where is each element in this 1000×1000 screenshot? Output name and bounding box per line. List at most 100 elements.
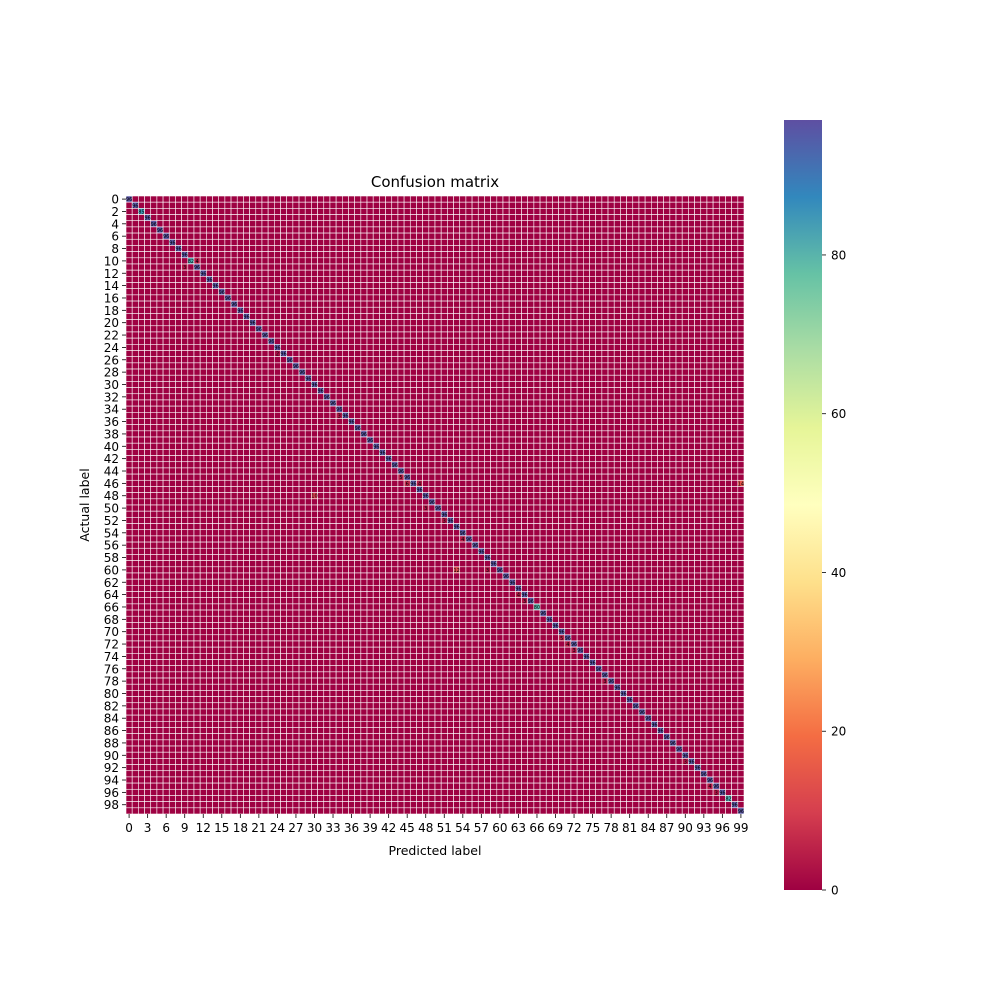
heatmap-cell [409, 455, 417, 463]
heatmap-cell [304, 245, 312, 252]
heatmap-cell [249, 195, 257, 203]
heatmap-cell [669, 226, 677, 234]
heatmap-cell [385, 486, 393, 493]
heatmap-cell [125, 393, 133, 401]
heatmap-cell [688, 498, 695, 506]
heatmap-cell [391, 294, 399, 302]
heatmap-cell [224, 325, 232, 333]
heatmap-cell [706, 263, 714, 271]
heatmap-cell [508, 282, 516, 289]
heatmap-cell [360, 442, 368, 450]
heatmap-cell [545, 424, 553, 432]
heatmap-cell [261, 368, 269, 376]
heatmap-cell [613, 282, 621, 289]
heatmap-cell [267, 399, 275, 407]
heatmap-cell [712, 300, 720, 308]
heatmap-cell [669, 473, 677, 481]
heatmap-cell [650, 381, 658, 388]
heatmap-cell [131, 374, 139, 382]
heatmap-cell [620, 201, 627, 209]
heatmap-cell [558, 374, 566, 382]
heatmap-cell [669, 393, 677, 401]
heatmap-cell [206, 257, 213, 265]
heatmap-cell [453, 411, 461, 419]
heatmap-cell [613, 251, 621, 259]
heatmap-cell [422, 473, 430, 481]
heatmap-cell [576, 442, 584, 450]
heatmap-cell [286, 263, 294, 271]
heatmap-cell [447, 269, 454, 277]
heatmap-cell [397, 232, 405, 240]
heatmap-cell [409, 288, 417, 296]
heatmap-cell [255, 344, 263, 351]
heatmap-cell [626, 276, 634, 283]
heatmap-cell [360, 449, 368, 456]
heatmap-cell [422, 319, 430, 327]
heatmap-cell [261, 492, 269, 500]
heatmap-cell [459, 214, 467, 222]
heatmap-cell [706, 479, 714, 487]
heatmap-cell [477, 208, 485, 215]
heatmap-cell [255, 226, 263, 234]
heatmap-cell [212, 232, 220, 240]
heatmap-cell [341, 319, 349, 327]
heatmap-cell [552, 498, 559, 506]
heatmap-cell [490, 232, 498, 240]
heatmap-cell [607, 195, 615, 203]
heatmap-cell [502, 442, 510, 450]
heatmap-cell [366, 288, 374, 296]
heatmap-cell [700, 319, 708, 327]
heatmap-cell [644, 325, 652, 333]
heatmap-cell [564, 214, 572, 222]
heatmap-cell [385, 387, 393, 395]
heatmap-cell [422, 201, 430, 209]
heatmap-cell [601, 467, 609, 475]
heatmap-cell [243, 288, 250, 296]
heatmap-cell [354, 461, 362, 469]
heatmap-cell [545, 455, 553, 463]
heatmap-cell [391, 263, 399, 271]
heatmap-cell [236, 269, 244, 277]
heatmap-cell [477, 430, 485, 438]
heatmap-cell [564, 313, 572, 320]
heatmap-cell [360, 424, 368, 432]
heatmap-cell [354, 486, 362, 493]
heatmap-cell [515, 331, 522, 339]
heatmap-cell [125, 399, 133, 407]
heatmap-cell [595, 399, 603, 407]
heatmap-cell [348, 313, 355, 320]
heatmap-cell [218, 498, 226, 506]
heatmap-cell [694, 245, 702, 252]
heatmap-cell [508, 269, 516, 277]
heatmap-cell [570, 486, 578, 493]
heatmap-cell [403, 331, 411, 339]
heatmap-cell [341, 282, 349, 289]
heatmap-cell [428, 473, 436, 481]
heatmap-cell [515, 492, 522, 500]
heatmap-cell [706, 288, 714, 296]
heatmap-cell [675, 325, 683, 333]
heatmap-cell [453, 479, 461, 487]
heatmap-cell [274, 306, 281, 314]
heatmap-cell [286, 288, 294, 296]
heatmap-cell [632, 232, 640, 240]
heatmap-cell [712, 325, 720, 333]
heatmap-cell [416, 313, 423, 320]
heatmap-cell [397, 405, 405, 413]
heatmap-cell [317, 201, 325, 209]
heatmap-cell [379, 195, 386, 203]
heatmap-cell [193, 362, 201, 370]
heatmap-cell [199, 362, 207, 370]
heatmap-cell [613, 461, 621, 469]
heatmap-cell [459, 331, 467, 339]
heatmap-cell [694, 356, 702, 364]
heatmap-cell [181, 449, 189, 456]
heatmap-cell [694, 442, 702, 450]
heatmap-cell [230, 430, 238, 438]
heatmap-cell [366, 269, 374, 277]
heatmap-cell [675, 449, 683, 456]
heatmap-cell [595, 288, 603, 296]
heatmap-cell [589, 288, 596, 296]
heatmap-cell [199, 226, 207, 234]
heatmap-cell [718, 276, 726, 283]
